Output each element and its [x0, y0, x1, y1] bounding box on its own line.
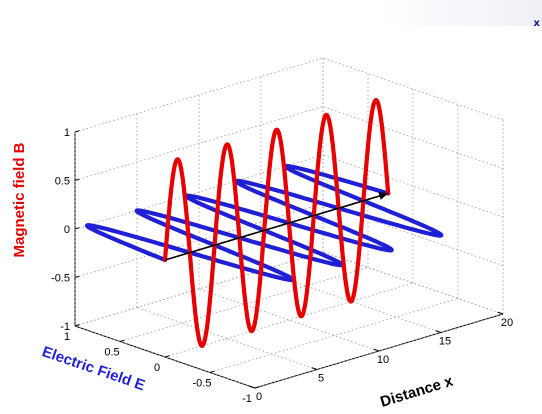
- propagation-arrow-head: [378, 192, 389, 200]
- y-tick-label: -1: [242, 393, 252, 405]
- y-tick-label: 1: [64, 331, 70, 343]
- x-tick-mark: [497, 311, 504, 315]
- grid-line: [322, 106, 504, 169]
- x-tick-label: 15: [439, 336, 451, 348]
- z-tick-label: 0.5: [55, 176, 70, 188]
- z-tick-label: 1: [64, 127, 70, 139]
- x-tick-label: 20: [501, 317, 513, 329]
- y-tick-mark: [254, 386, 260, 389]
- figure-toolbar-strip: [0, 0, 542, 26]
- z-tick-mark: [74, 227, 80, 230]
- y-tick-mark: [164, 355, 170, 358]
- magnetic-field-wave: [162, 97, 391, 348]
- y-tick-label: 0: [154, 362, 160, 374]
- z-tick-mark: [74, 178, 80, 181]
- x-tick-label: 0: [256, 391, 262, 403]
- corner-close-mark[interactable]: x: [533, 18, 540, 29]
- grid-line: [164, 282, 414, 358]
- x-tick-mark: [373, 348, 380, 352]
- y-tick-mark: [209, 370, 215, 373]
- grid-line: [209, 298, 459, 373]
- x-tick-label: 5: [318, 373, 324, 385]
- x-axis-label: Distance x: [378, 372, 455, 410]
- grid-line: [74, 251, 324, 327]
- y-tick-label: -0.5: [193, 378, 212, 390]
- y-axis-label: Electric Field E: [40, 343, 147, 394]
- x-tick-label: 10: [377, 354, 389, 366]
- z-tick-label: -0.5: [51, 273, 70, 285]
- x-tick-mark: [435, 330, 442, 333]
- grid-line: [74, 106, 324, 181]
- propagation-axis-line: [164, 192, 389, 261]
- y-tick-label: 0.5: [104, 347, 119, 359]
- x-tick-mark: [249, 385, 256, 389]
- grid-line: [74, 57, 324, 133]
- z-tick-mark: [74, 275, 80, 278]
- tick-marks: [74, 130, 504, 389]
- z-tick-label: -1: [60, 321, 70, 333]
- grid-line: [74, 154, 324, 230]
- y-tick-mark: [119, 339, 125, 342]
- x-tick-mark: [311, 367, 318, 370]
- wave-curves: [84, 97, 444, 348]
- z-tick-label: 0: [64, 224, 70, 236]
- z-tick-mark: [74, 130, 80, 133]
- z-tick-mark: [74, 324, 80, 327]
- z-axis-label: Magnetic field B: [11, 142, 28, 257]
